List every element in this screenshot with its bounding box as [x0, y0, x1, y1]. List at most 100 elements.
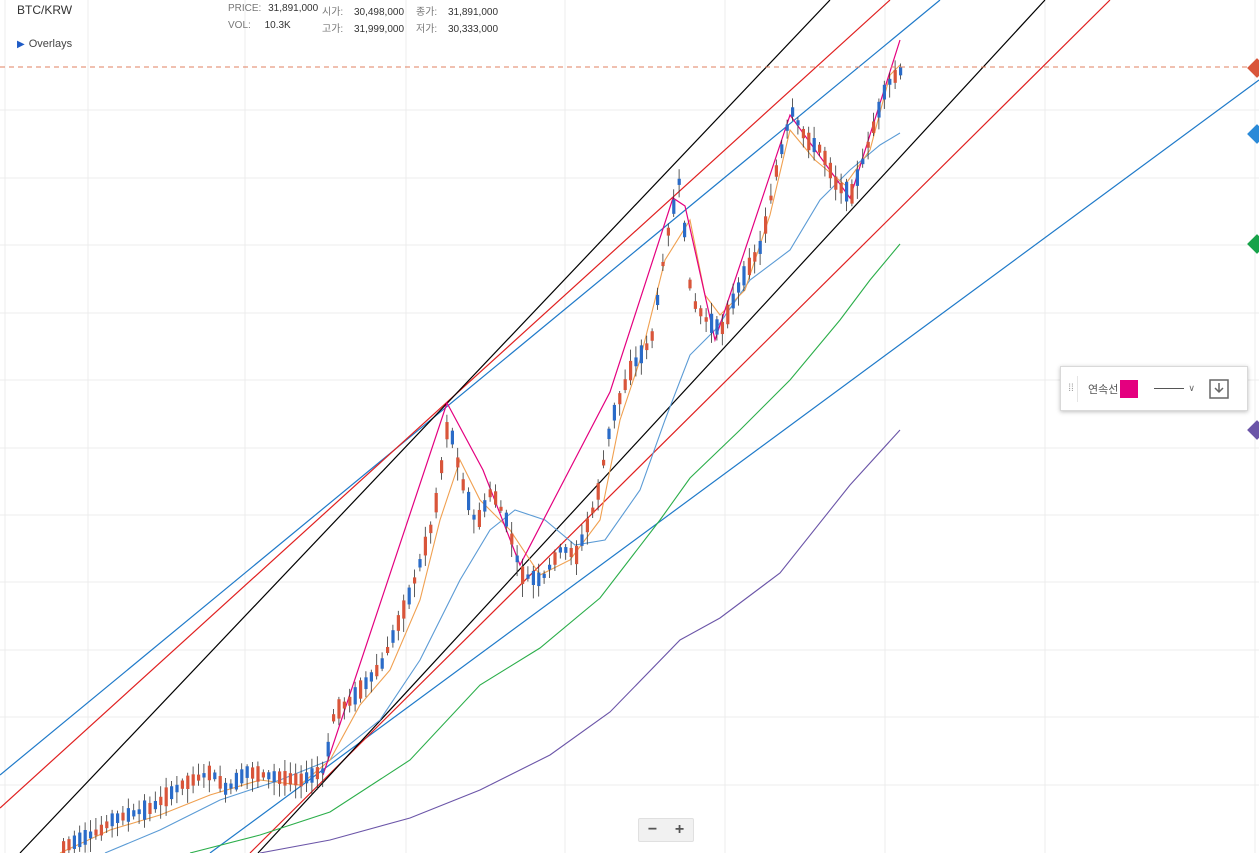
candle-body [715, 319, 719, 335]
candle [110, 809, 114, 838]
candle [148, 796, 152, 822]
candle [785, 119, 789, 139]
candle-body [483, 500, 487, 512]
candle-body [677, 178, 681, 185]
candle-body [618, 393, 622, 405]
candle-body [575, 545, 579, 565]
candle [445, 414, 449, 448]
download-icon[interactable] [1207, 377, 1231, 401]
candle-body [67, 839, 71, 851]
candle [202, 764, 206, 788]
candle-body [294, 773, 298, 786]
candle [326, 733, 330, 761]
candle-body [251, 767, 255, 779]
candle-body [596, 483, 600, 500]
overlays-label: Overlays [28, 38, 73, 50]
candle-body [672, 199, 676, 214]
trend-line [249, 0, 1111, 853]
expand-triangle-icon: ▶ [17, 39, 25, 50]
candle [839, 173, 843, 204]
candle-body [634, 357, 638, 367]
candle [634, 346, 638, 377]
candle-body [299, 773, 303, 787]
candle-body [440, 460, 444, 474]
candle [213, 769, 217, 782]
candle [872, 112, 876, 137]
candle [564, 544, 568, 560]
drag-handle-icon[interactable]: ⁞⁞ [1065, 375, 1078, 402]
high-label: 고가: [322, 24, 344, 35]
candle-body [758, 240, 762, 254]
candle-body [369, 672, 373, 682]
candle [440, 456, 444, 480]
candle-body [380, 658, 384, 669]
candle [472, 509, 476, 534]
candle [359, 677, 363, 703]
candle-body [305, 772, 309, 784]
candle-body [310, 768, 314, 783]
line-style-dropdown[interactable]: ∨ [1154, 383, 1195, 394]
symbol-title: BTC/KRW [17, 3, 73, 17]
candle [774, 159, 778, 181]
candle-body [126, 808, 130, 822]
chevron-down-icon: ∨ [1188, 383, 1195, 393]
candle [548, 557, 552, 579]
candle [245, 764, 249, 790]
candle [688, 277, 692, 291]
candle [812, 126, 816, 161]
candle-body [450, 430, 454, 445]
candle [337, 696, 341, 726]
zigzag-line [322, 39, 901, 776]
candle [845, 178, 849, 212]
zoom-out-button[interactable]: − [647, 821, 658, 838]
candle-body [834, 176, 838, 190]
candle-body [499, 506, 503, 511]
candle [861, 148, 865, 168]
candle-body [699, 308, 703, 317]
candle [704, 308, 708, 333]
zoom-in-button[interactable]: + [674, 821, 685, 838]
open-value: 30,498,000 [353, 7, 405, 18]
candlesticks [62, 60, 903, 853]
candle-body [818, 144, 822, 153]
candle-body [472, 514, 476, 520]
candle-body [359, 680, 363, 699]
candle-body [753, 252, 757, 262]
candle [78, 825, 82, 852]
candle-body [812, 138, 816, 153]
candle-body [774, 165, 778, 177]
candle-body [467, 491, 471, 511]
candle [299, 765, 303, 799]
candle [726, 300, 730, 329]
zigzag-overlay[interactable] [322, 39, 901, 776]
candle-body [143, 800, 147, 820]
candle [315, 756, 319, 790]
candle-body [780, 144, 784, 155]
price-label: PRICE: [228, 3, 262, 14]
candle [143, 794, 147, 828]
candle [607, 426, 611, 447]
trend-line [19, 0, 831, 853]
candle-body [861, 158, 865, 165]
candle-body [202, 773, 206, 778]
candle [899, 63, 903, 80]
candle-body [639, 345, 643, 364]
overlays-toggle[interactable]: ▶ Overlays [17, 38, 72, 50]
ma-mid-line [104, 132, 901, 853]
candle [731, 283, 735, 315]
color-swatch-button[interactable] [1120, 379, 1139, 398]
candle-body [213, 772, 217, 780]
candle [288, 762, 292, 792]
candle-body [704, 317, 708, 322]
candle-body [731, 293, 735, 309]
low-label: 저가: [416, 24, 438, 35]
candle-body [364, 677, 368, 690]
candle [510, 521, 514, 558]
candle-body [747, 257, 751, 275]
candle-body [531, 570, 535, 585]
ma-fast-line [59, 64, 901, 853]
